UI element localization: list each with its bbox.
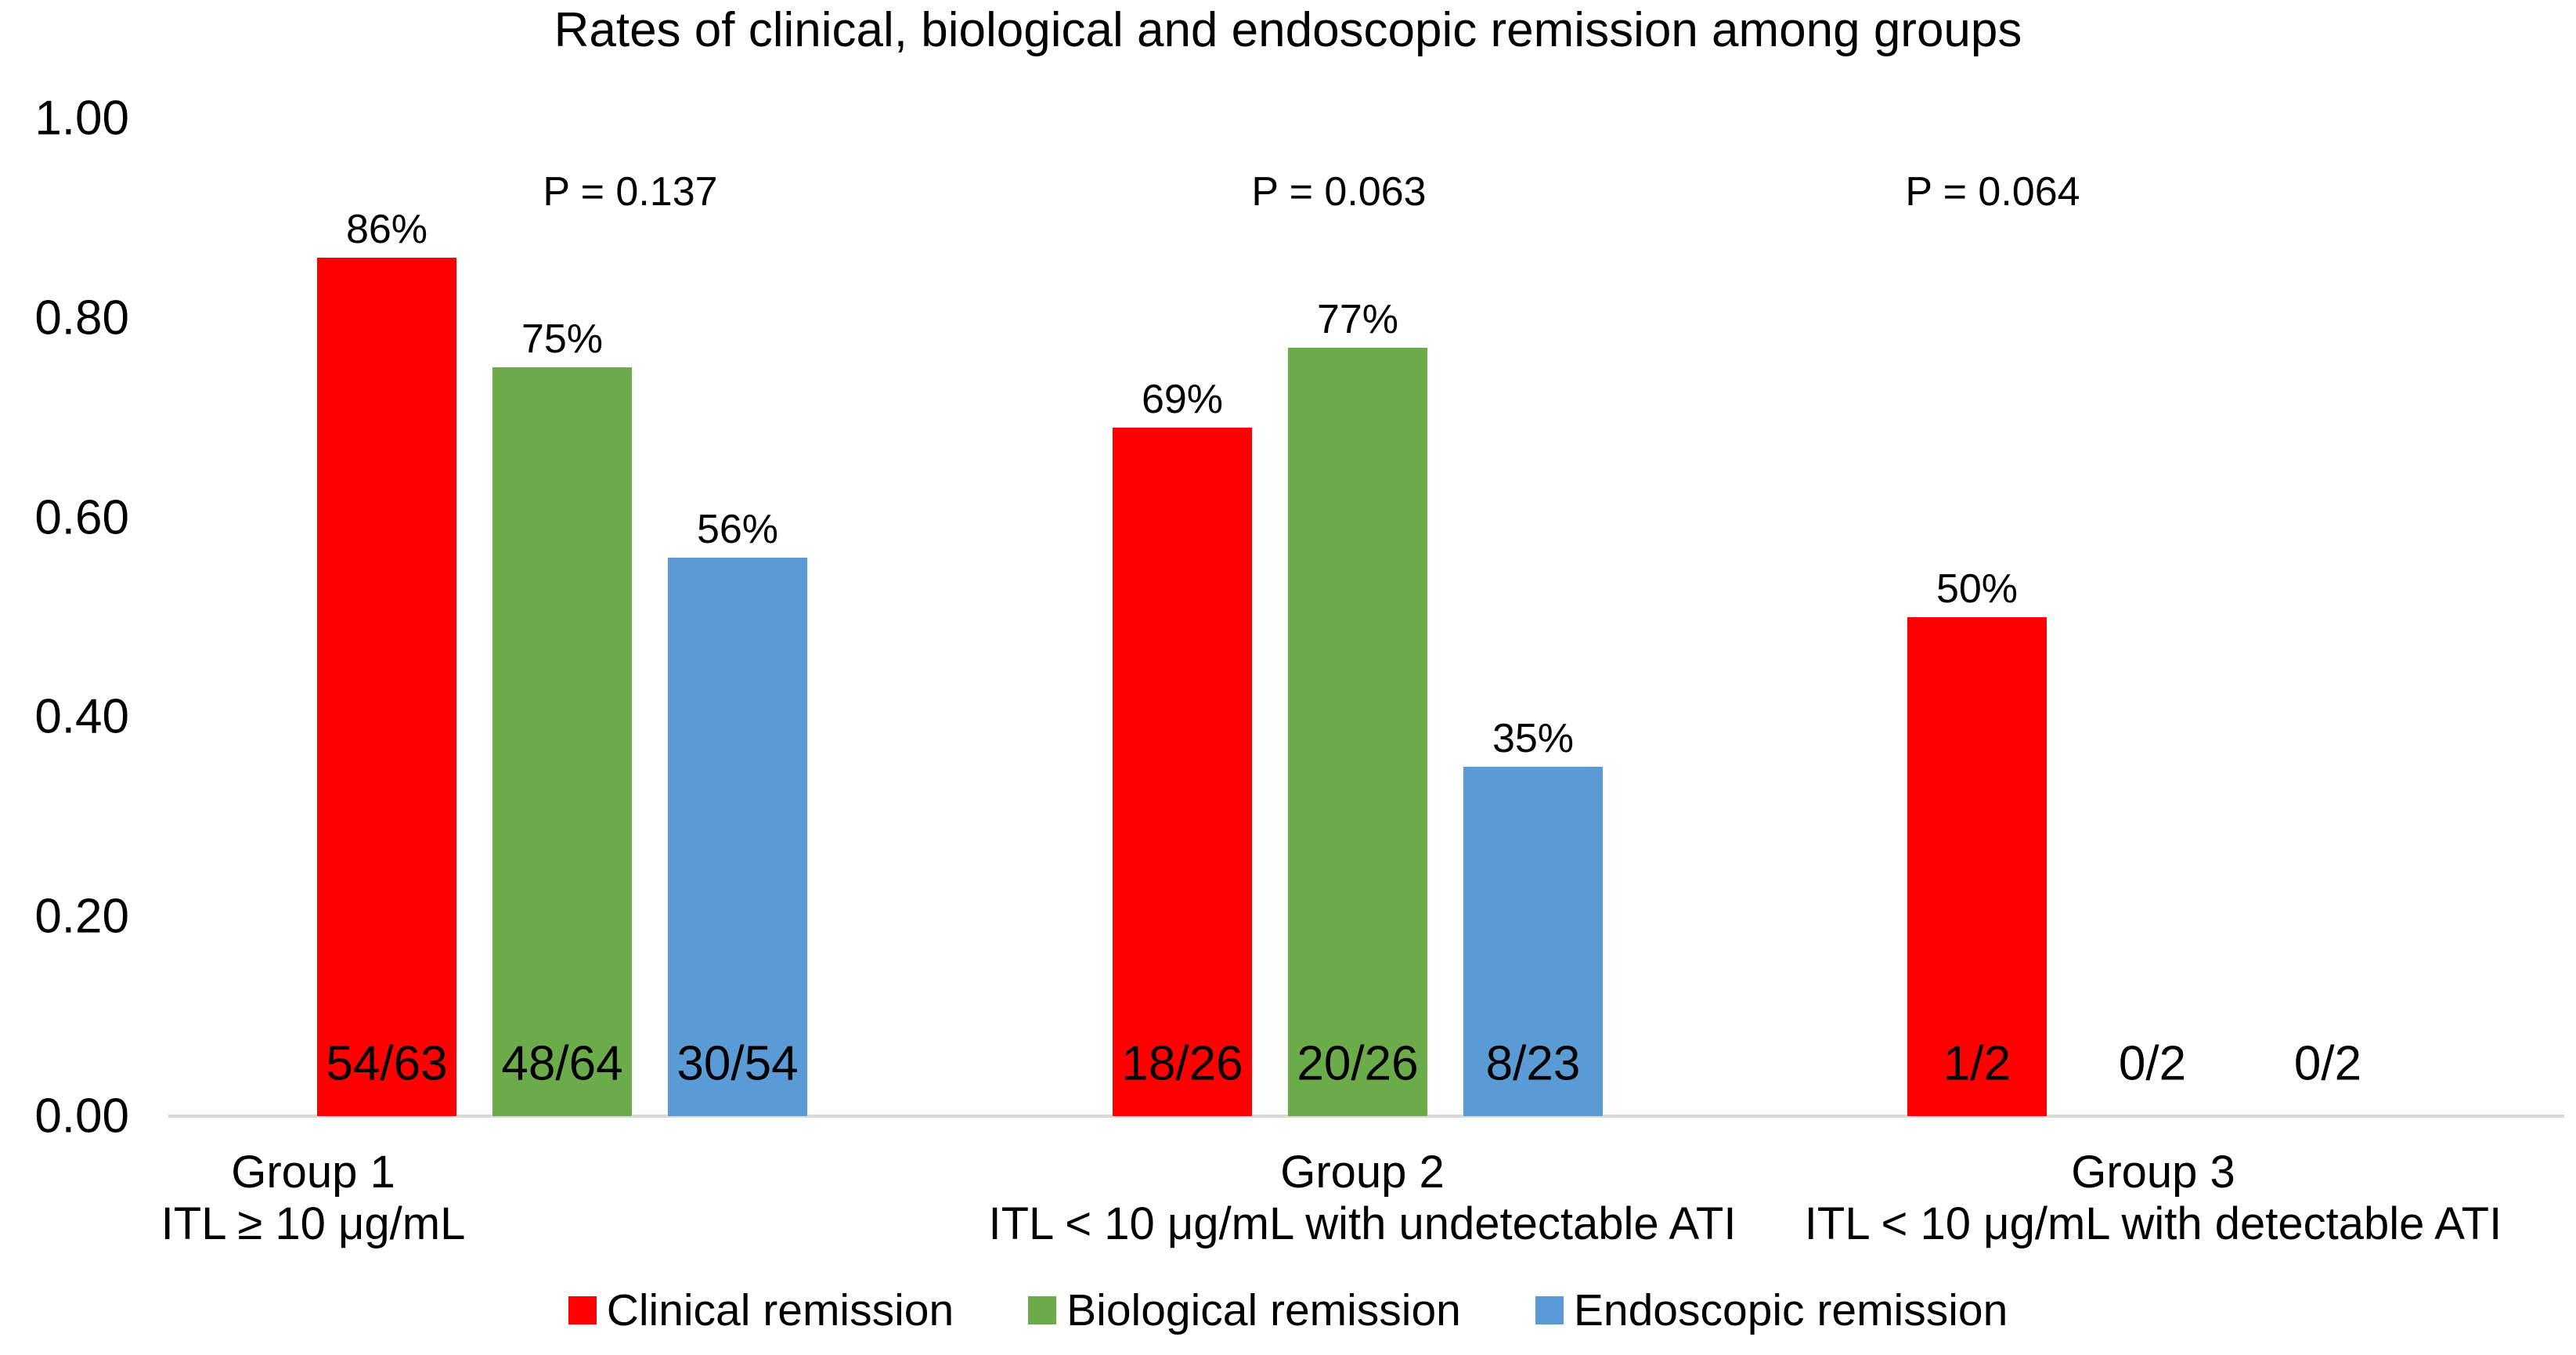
legend-item-clinical-remission: Clinical remission [568,1285,954,1336]
legend-label: Endoscopic remission [1573,1285,2008,1335]
group-criteria: ITL < 10 μg/mL with undetectable ATI [988,1198,1737,1249]
x-axis-group-label-1: Group 1 ITL ≥ 10 μg/mL [161,1147,466,1250]
bar-percent-label: 56% [696,507,779,552]
legend-label: Biological remission [1066,1285,1461,1335]
bar-percent-label: 75% [521,316,604,362]
legend-swatch-endoscopic-remission-icon [1535,1296,1564,1324]
bar-count-label: 0/2 [2293,1036,2362,1091]
legend-swatch-biological-remission-icon [1028,1296,1057,1324]
bar-percent-label: 69% [1141,377,1224,422]
group-name: Group 2 [1280,1147,1445,1198]
bar-group1-clinical-remission [317,258,456,1116]
group-criteria: ITL < 10 μg/mL with detectable ATI [1804,1198,2502,1249]
bar-percent-label: 77% [1316,297,1399,342]
x-axis-group-label-3: Group 3 ITL < 10 μg/mL with detectable AT… [1805,1147,2502,1250]
bar-percent-label: 50% [1936,566,2019,612]
legend-swatch-clinical-remission-icon [568,1296,597,1324]
p-value-label-group1: P = 0.137 [543,169,718,215]
y-axis-tick-label: 0.80 [34,291,129,345]
x-axis-group-label-2: Group 2 ITL < 10 μg/mL with undetectable … [989,1147,1737,1250]
bar-count-label: 18/26 [1121,1036,1243,1091]
group-criteria: ITL ≥ 10 μg/mL [161,1198,466,1249]
y-axis-tick-label: 0.60 [34,490,129,545]
legend-item-biological-remission: Biological remission [1028,1285,1461,1336]
y-axis-tick-label: 0.20 [34,889,129,944]
bar-percent-label: 35% [1492,716,1575,761]
p-value-label-group2: P = 0.063 [1251,169,1427,215]
chart-title: Rates of clinical, biological and endosc… [554,3,2022,57]
bar-count-label: 8/23 [1485,1036,1581,1091]
bar-group2-endoscopic-remission [1463,767,1603,1116]
x-axis-line [168,1115,2564,1118]
bar-group2-biological-remission [1288,348,1427,1116]
legend-item-endoscopic-remission: Endoscopic remission [1535,1285,2008,1336]
legend-label: Clinical remission [606,1285,954,1335]
group-name: Group 3 [2071,1147,2235,1198]
bar-percent-label: 86% [345,207,428,252]
y-axis-tick-label: 0.40 [34,689,129,744]
bar-group3-clinical-remission [1907,617,2047,1116]
y-axis-tick-label: 0.00 [34,1089,129,1144]
bar-count-label: 30/54 [676,1036,799,1091]
group-name: Group 1 [231,1147,395,1198]
bar-group1-endoscopic-remission [668,558,807,1116]
bar-group1-biological-remission [492,367,632,1116]
legend: Clinical remission Biological remission En… [0,1285,2576,1336]
bar-count-label: 20/26 [1297,1036,1419,1091]
bar-count-label: 0/2 [2118,1036,2187,1091]
bar-group2-clinical-remission [1113,428,1252,1116]
p-value-label-group3: P = 0.064 [1905,169,2080,215]
bar-count-label: 48/64 [501,1036,623,1091]
y-axis-tick-label: 1.00 [34,91,129,146]
bar-count-label: 1/2 [1943,1036,2011,1091]
bar-count-label: 54/63 [326,1036,448,1091]
